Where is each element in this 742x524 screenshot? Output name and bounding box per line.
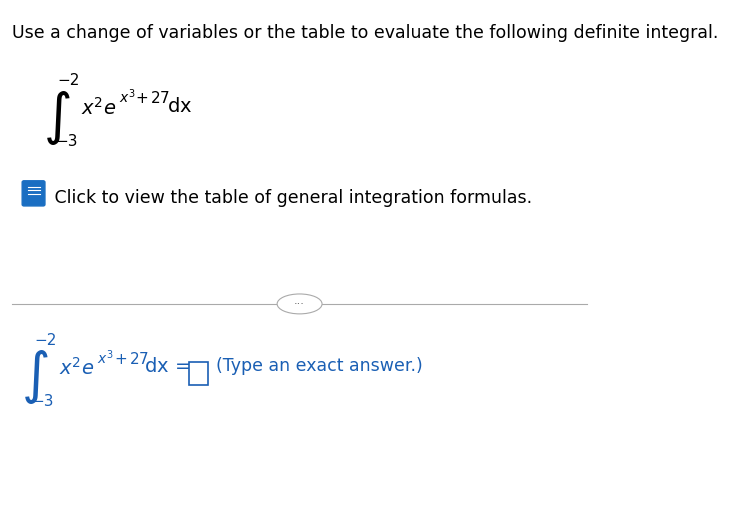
- Text: −2: −2: [57, 73, 79, 89]
- Text: $\int$: $\int$: [43, 89, 70, 147]
- Text: $\mathrm{dx\,=}$: $\mathrm{dx\,=}$: [145, 357, 191, 376]
- Text: $+\,27$: $+\,27$: [135, 90, 171, 106]
- Text: −3: −3: [55, 134, 78, 149]
- FancyBboxPatch shape: [188, 362, 208, 385]
- Text: $x^2e$: $x^2e$: [81, 97, 116, 119]
- Text: −2: −2: [34, 333, 56, 348]
- Ellipse shape: [277, 294, 322, 314]
- Text: Use a change of variables or the table to evaluate the following definite integr: Use a change of variables or the table t…: [12, 24, 718, 41]
- Text: $\mathrm{dx}$: $\mathrm{dx}$: [166, 97, 192, 116]
- Text: $x^3$: $x^3$: [97, 348, 114, 366]
- FancyBboxPatch shape: [22, 181, 45, 206]
- Text: Click to view the table of general integration formulas.: Click to view the table of general integ…: [49, 189, 532, 206]
- Text: (Type an exact answer.): (Type an exact answer.): [216, 357, 422, 375]
- Text: ···: ···: [294, 299, 305, 309]
- Text: $\int$: $\int$: [21, 348, 48, 407]
- Text: $+\,27$: $+\,27$: [114, 351, 149, 367]
- Text: −3: −3: [32, 394, 54, 409]
- Text: $x^3$: $x^3$: [119, 88, 135, 106]
- Text: $x^2e$: $x^2e$: [59, 357, 94, 379]
